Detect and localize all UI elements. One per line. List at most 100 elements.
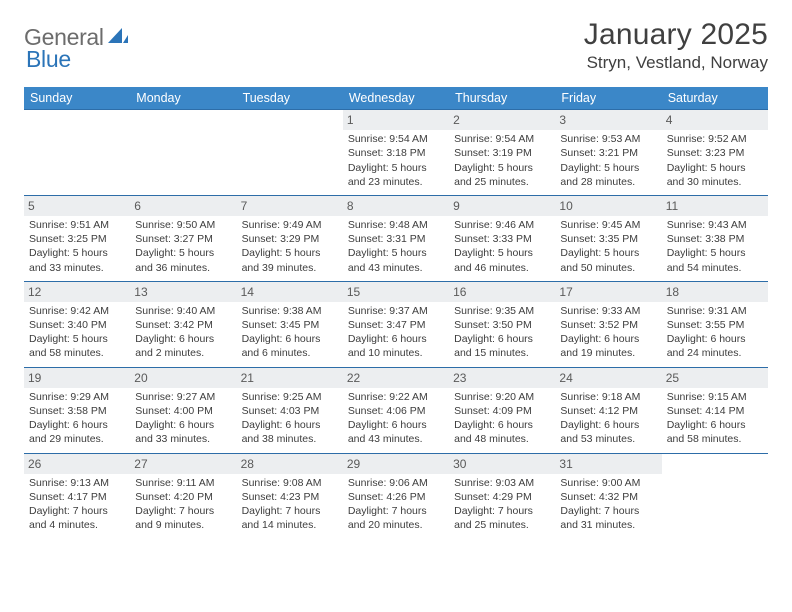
day-info: Sunrise: 9:38 AMSunset: 3:45 PMDaylight:… [241,304,339,361]
daylight-text-1: Daylight: 5 hours [454,246,550,260]
daylight-text-1: Daylight: 5 hours [667,161,763,175]
daylight-text-1: Daylight: 5 hours [242,246,338,260]
sunrise-text: Sunrise: 9:25 AM [242,390,338,404]
calendar-row: 12Sunrise: 9:42 AMSunset: 3:40 PMDayligh… [24,281,768,367]
calendar-cell: 27Sunrise: 9:11 AMSunset: 4:20 PMDayligh… [130,453,236,538]
sunrise-text: Sunrise: 9:54 AM [348,132,444,146]
location: Stryn, Vestland, Norway [584,53,768,73]
sunset-text: Sunset: 3:50 PM [454,318,550,332]
sunrise-text: Sunrise: 9:48 AM [348,218,444,232]
daylight-text-1: Daylight: 5 hours [29,246,125,260]
daylight-text-1: Daylight: 5 hours [560,246,656,260]
header: General January 2025 Stryn, Vestland, No… [24,18,768,73]
calendar-row: 26Sunrise: 9:13 AMSunset: 4:17 PMDayligh… [24,453,768,538]
daylight-text-1: Daylight: 6 hours [454,418,550,432]
day-number: 13 [130,282,236,302]
daylight-text-2: and 15 minutes. [454,346,550,360]
sunset-text: Sunset: 3:58 PM [29,404,125,418]
sunset-text: Sunset: 3:42 PM [135,318,231,332]
day-number: 18 [662,282,768,302]
daylight-text-1: Daylight: 5 hours [348,246,444,260]
day-header: Monday [130,87,236,110]
calendar-cell: 1Sunrise: 9:54 AMSunset: 3:18 PMDaylight… [343,110,449,196]
daylight-text-1: Daylight: 6 hours [242,332,338,346]
sunset-text: Sunset: 3:38 PM [667,232,763,246]
daylight-text-1: Daylight: 6 hours [29,418,125,432]
calendar-cell: 28Sunrise: 9:08 AMSunset: 4:23 PMDayligh… [237,453,343,538]
sunset-text: Sunset: 3:33 PM [454,232,550,246]
daylight-text-1: Daylight: 6 hours [560,332,656,346]
daylight-text-1: Daylight: 6 hours [667,418,763,432]
sunset-text: Sunset: 3:31 PM [348,232,444,246]
daylight-text-2: and 39 minutes. [242,261,338,275]
daylight-text-1: Daylight: 6 hours [560,418,656,432]
sunset-text: Sunset: 3:52 PM [560,318,656,332]
daylight-text-2: and 14 minutes. [242,518,338,532]
calendar-cell: 22Sunrise: 9:22 AMSunset: 4:06 PMDayligh… [343,367,449,453]
day-info: Sunrise: 9:50 AMSunset: 3:27 PMDaylight:… [134,218,232,275]
sunset-text: Sunset: 3:35 PM [560,232,656,246]
daylight-text-2: and 43 minutes. [348,432,444,446]
daylight-text-2: and 25 minutes. [454,518,550,532]
calendar-cell-blank [24,110,130,196]
sunrise-text: Sunrise: 9:52 AM [667,132,763,146]
daylight-text-1: Daylight: 7 hours [454,504,550,518]
calendar-cell: 16Sunrise: 9:35 AMSunset: 3:50 PMDayligh… [449,281,555,367]
day-number: 16 [449,282,555,302]
daylight-text-1: Daylight: 6 hours [135,418,231,432]
daylight-text-2: and 38 minutes. [242,432,338,446]
sunset-text: Sunset: 4:23 PM [242,490,338,504]
sunset-text: Sunset: 3:27 PM [135,232,231,246]
sunset-text: Sunset: 3:18 PM [348,146,444,160]
day-info: Sunrise: 9:31 AMSunset: 3:55 PMDaylight:… [666,304,764,361]
day-info: Sunrise: 9:25 AMSunset: 4:03 PMDaylight:… [241,390,339,447]
day-info: Sunrise: 9:22 AMSunset: 4:06 PMDaylight:… [347,390,445,447]
day-info: Sunrise: 9:46 AMSunset: 3:33 PMDaylight:… [453,218,551,275]
daylight-text-1: Daylight: 6 hours [242,418,338,432]
daylight-text-2: and 4 minutes. [29,518,125,532]
sunset-text: Sunset: 3:19 PM [454,146,550,160]
daylight-text-2: and 50 minutes. [560,261,656,275]
sunrise-text: Sunrise: 9:35 AM [454,304,550,318]
day-number: 29 [343,454,449,474]
day-info: Sunrise: 9:51 AMSunset: 3:25 PMDaylight:… [28,218,126,275]
calendar-cell: 30Sunrise: 9:03 AMSunset: 4:29 PMDayligh… [449,453,555,538]
day-number: 10 [555,196,661,216]
sunset-text: Sunset: 4:29 PM [454,490,550,504]
calendar-cell: 21Sunrise: 9:25 AMSunset: 4:03 PMDayligh… [237,367,343,453]
calendar-cell: 31Sunrise: 9:00 AMSunset: 4:32 PMDayligh… [555,453,661,538]
day-number: 2 [449,110,555,130]
day-info: Sunrise: 9:18 AMSunset: 4:12 PMDaylight:… [559,390,657,447]
day-info: Sunrise: 9:48 AMSunset: 3:31 PMDaylight:… [347,218,445,275]
sunrise-text: Sunrise: 9:42 AM [29,304,125,318]
sunset-text: Sunset: 4:00 PM [135,404,231,418]
calendar-cell: 23Sunrise: 9:20 AMSunset: 4:09 PMDayligh… [449,367,555,453]
sunset-text: Sunset: 4:17 PM [29,490,125,504]
sunrise-text: Sunrise: 9:51 AM [29,218,125,232]
day-info: Sunrise: 9:49 AMSunset: 3:29 PMDaylight:… [241,218,339,275]
daylight-text-1: Daylight: 6 hours [348,332,444,346]
daylight-text-1: Daylight: 7 hours [29,504,125,518]
sunrise-text: Sunrise: 9:46 AM [454,218,550,232]
day-number: 17 [555,282,661,302]
sunrise-text: Sunrise: 9:37 AM [348,304,444,318]
daylight-text-2: and 58 minutes. [667,432,763,446]
day-info: Sunrise: 9:42 AMSunset: 3:40 PMDaylight:… [28,304,126,361]
day-info: Sunrise: 9:08 AMSunset: 4:23 PMDaylight:… [241,476,339,533]
calendar-cell: 20Sunrise: 9:27 AMSunset: 4:00 PMDayligh… [130,367,236,453]
daylight-text-2: and 28 minutes. [560,175,656,189]
daylight-text-2: and 33 minutes. [29,261,125,275]
daylight-text-2: and 43 minutes. [348,261,444,275]
calendar-cell: 8Sunrise: 9:48 AMSunset: 3:31 PMDaylight… [343,195,449,281]
day-info: Sunrise: 9:37 AMSunset: 3:47 PMDaylight:… [347,304,445,361]
day-number: 24 [555,368,661,388]
calendar-cell-blank [662,453,768,538]
daylight-text-1: Daylight: 5 hours [667,246,763,260]
calendar-cell: 14Sunrise: 9:38 AMSunset: 3:45 PMDayligh… [237,281,343,367]
day-number: 27 [130,454,236,474]
day-number: 9 [449,196,555,216]
calendar-cell: 3Sunrise: 9:53 AMSunset: 3:21 PMDaylight… [555,110,661,196]
day-number: 28 [237,454,343,474]
calendar-cell: 5Sunrise: 9:51 AMSunset: 3:25 PMDaylight… [24,195,130,281]
daylight-text-1: Daylight: 7 hours [135,504,231,518]
